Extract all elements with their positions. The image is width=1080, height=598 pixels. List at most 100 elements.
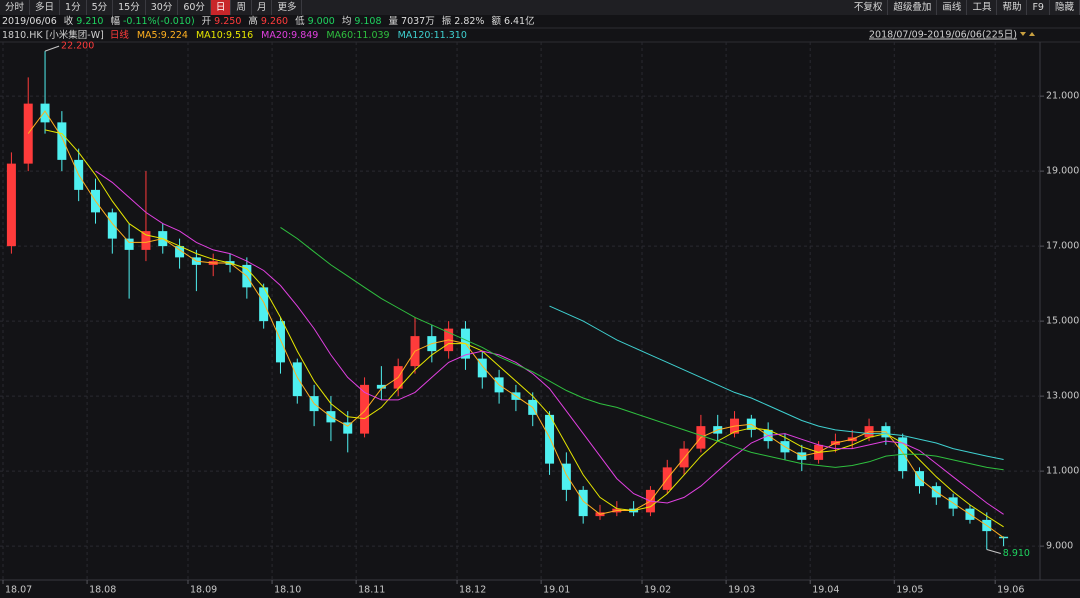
range-label: 2018/07/09-2019/06/06(225日) [869, 30, 1017, 41]
legend-entry: MA5:9.224 [137, 30, 188, 41]
quote-value: 7037万 [401, 16, 435, 27]
annotation: 22.200 [61, 41, 94, 52]
symbol: 1810.HK [小米集团-W] [2, 29, 104, 41]
tool-button[interactable]: 隐藏 [1050, 0, 1080, 15]
candle-body [259, 287, 269, 322]
quote-label: 低 [295, 15, 305, 27]
tool-button[interactable]: 画线 [937, 0, 968, 15]
quote-value: 6.41亿 [504, 15, 535, 27]
x-tick-label: 18.10 [274, 585, 301, 596]
candle-body [360, 384, 370, 434]
candle-body [477, 358, 487, 378]
period-tab[interactable]: 60分 [178, 0, 211, 15]
y-tick-label: 15.000 [1046, 316, 1079, 327]
candle-body [6, 163, 16, 247]
period-tabs: 分时 多日 1分 5分 15分 30分 60分日周月更多 [0, 0, 303, 15]
legend-entry: MA60:11.039 [326, 30, 389, 41]
x-tick-label: 19.02 [644, 585, 671, 596]
quote-value: 9.210 [76, 16, 103, 27]
toolbar: 分时 多日 1分 5分 15分 30分 60分日周月更多 不复权 超级叠加 画线 工具 帮助 F9 隐藏 [0, 0, 1080, 15]
y-tick-label: 13.000 [1046, 391, 1079, 402]
quote-value: 9.260 [261, 16, 288, 27]
x-tick-label: 19.05 [896, 585, 923, 596]
annotation: 8.910 [1003, 548, 1030, 559]
x-tick-label: 19.06 [997, 585, 1024, 596]
tool-button[interactable]: 不复权 [849, 0, 889, 15]
period-tab[interactable]: 周 [231, 0, 252, 15]
candle-body [124, 238, 134, 250]
candle-body [343, 422, 353, 434]
period-tab[interactable]: 多日 [30, 0, 61, 15]
tool-button[interactable]: 帮助 [997, 0, 1028, 15]
candle-body [23, 103, 33, 164]
quote-value: 9.250 [214, 16, 241, 27]
ma-line [44, 129, 1004, 528]
quote-label: 高 [248, 15, 258, 27]
ma-line [549, 305, 1004, 460]
period-tab[interactable]: 15分 [113, 0, 146, 15]
candle-body [561, 463, 571, 490]
quote-label: 均 [342, 15, 352, 27]
candle-body [141, 231, 151, 250]
grid [0, 42, 1040, 580]
range-arrows [1020, 32, 1035, 36]
x-tick-label: 19.01 [543, 585, 570, 596]
candle-body [545, 414, 555, 464]
ma-line [27, 110, 1004, 539]
period-tab[interactable]: 1分 [60, 0, 87, 15]
candle-body [107, 212, 117, 239]
x-tick-label: 18.08 [89, 585, 116, 596]
x-tick-label: 19.03 [728, 585, 755, 596]
quote-value: 2.82% [454, 16, 484, 27]
candle-body [275, 321, 285, 363]
annotation-leader [986, 549, 1001, 554]
quote-row: 2019/06/06 收 9.210 幅 -0.11%(-0.010) 开 9.250 高 9.… [2, 15, 535, 27]
candle-body [292, 362, 302, 397]
quote-label: 振 [442, 15, 452, 27]
period-tab[interactable]: 30分 [146, 0, 179, 15]
tool-button[interactable]: 超级叠加 [888, 0, 938, 15]
candle-body [40, 103, 50, 123]
period-tab[interactable]: 5分 [87, 0, 114, 15]
x-tick-label: 19.04 [812, 585, 839, 596]
ma-line [95, 170, 1004, 515]
annotation-leader [44, 45, 60, 52]
legend-entry: MA10:9.516 [196, 30, 253, 41]
quote-label: 额 [491, 15, 501, 27]
candle-body [175, 246, 185, 258]
y-tick-label: 21.000 [1046, 91, 1079, 102]
y-tick-label: 11.000 [1046, 466, 1079, 477]
x-tick-label: 18.12 [459, 585, 486, 596]
candle-body [376, 384, 386, 389]
y-tick-label: 9.000 [1046, 541, 1073, 552]
candle-body [57, 122, 67, 160]
quote-label: 量 [389, 16, 399, 27]
period-tab[interactable]: 分时 [0, 0, 31, 15]
period-tab[interactable]: 日 [210, 0, 232, 15]
tool-menu: 不复权 超级叠加 画线 工具 帮助 F9 隐藏 [849, 0, 1080, 15]
x-tick-label: 18.11 [358, 585, 385, 596]
quote-date: 2019/06/06 [2, 16, 57, 27]
quote-label: 开 [202, 16, 212, 27]
quote-value: -0.11%(-0.010) [123, 16, 195, 27]
ma-line [280, 226, 1004, 471]
legend: 1810.HK [小米集团-W] 日线 MA5:9.224 MA10:9.516 MA2… [2, 29, 467, 41]
y-tick-label: 17.000 [1046, 241, 1079, 252]
period-label: 日线 [110, 29, 130, 41]
y-tick-label: 19.000 [1046, 166, 1079, 177]
period-tab[interactable]: 更多 [272, 0, 303, 15]
candle-body [578, 489, 588, 517]
legend-entry: MA120:11.310 [398, 30, 467, 41]
quote-value: 9.000 [308, 16, 335, 27]
quote-label: 幅 [110, 15, 120, 27]
legend-entry: MA20:9.849 [261, 30, 318, 41]
quote-value: 9.108 [354, 16, 381, 27]
x-tick-label: 18.07 [5, 585, 32, 596]
tool-button[interactable]: 工具 [967, 0, 998, 15]
period-tab[interactable]: 月 [252, 0, 273, 15]
tool-button[interactable]: F9 [1027, 0, 1050, 15]
quote-label: 收 [64, 15, 74, 27]
x-tick-label: 18.09 [190, 585, 217, 596]
